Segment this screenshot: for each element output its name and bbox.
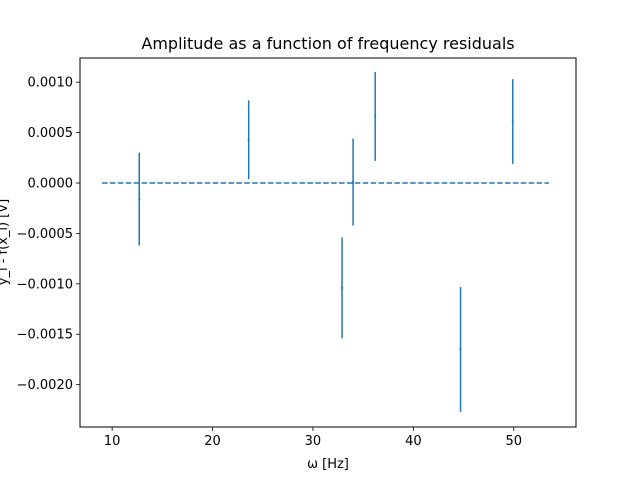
y-tick-label: 0.0010 — [28, 76, 74, 91]
plot-area — [102, 72, 549, 412]
data-point-3 — [340, 237, 344, 339]
x-tick-label: 20 — [204, 434, 221, 449]
y-tick-label: 0.0000 — [28, 177, 74, 192]
y-axis: 0.0010 0.0005 0.0000 −0.0005 −0.0010 −0.0015 −… — [17, 76, 80, 393]
x-axis: 10 20 30 40 50 — [104, 427, 522, 449]
axes-frame — [79, 57, 577, 428]
point-marker — [459, 348, 462, 351]
chart-title: Amplitude as a function of frequency res… — [141, 34, 514, 53]
data-point-1 — [138, 152, 141, 246]
point-marker — [374, 115, 377, 118]
x-tick-label: 40 — [405, 434, 422, 449]
y-tick-label: −0.0010 — [17, 277, 73, 292]
x-tick-label: 10 — [104, 434, 121, 449]
data-point-4 — [352, 138, 355, 226]
data-point-5 — [374, 72, 377, 161]
point-marker — [352, 180, 355, 184]
point-marker — [511, 120, 514, 123]
x-tick-label: 50 — [505, 434, 522, 449]
point-marker — [340, 286, 344, 289]
data-point-2 — [247, 100, 250, 179]
data-point-6 — [459, 286, 462, 412]
y-tick-label: −0.0020 — [17, 378, 73, 393]
x-axis-label: ω [Hz] — [307, 457, 349, 472]
point-marker — [138, 198, 141, 201]
y-tick-label: −0.0015 — [17, 328, 73, 343]
y-tick-label: −0.0005 — [17, 227, 73, 242]
y-tick-label: 0.0005 — [28, 126, 74, 141]
y-axis-label: y_i - f(x_i) [V] — [0, 199, 11, 285]
x-tick-label: 30 — [305, 434, 322, 449]
data-point-7 — [511, 79, 514, 164]
point-marker — [247, 138, 250, 141]
